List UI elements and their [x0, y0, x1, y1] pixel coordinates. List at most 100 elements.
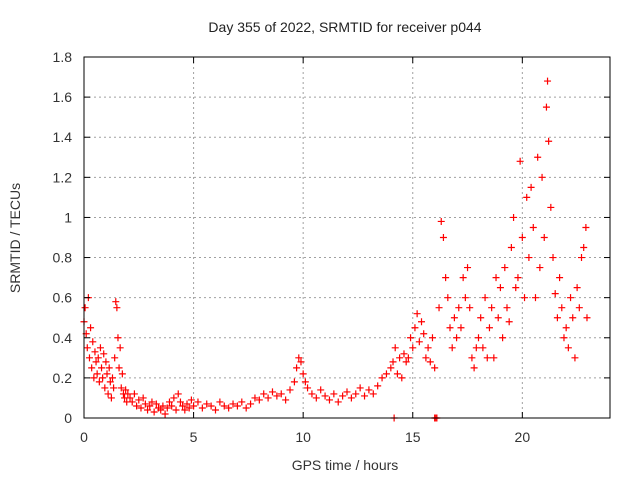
data-point: [529, 223, 537, 231]
data-point: [426, 358, 434, 366]
data-point: [99, 374, 107, 382]
data-point: [260, 390, 268, 398]
data-point: [216, 398, 224, 406]
data-point: [92, 358, 100, 366]
data-point: [317, 386, 325, 394]
data-point: [431, 364, 439, 372]
data-point: [547, 203, 555, 211]
data-point: [402, 358, 410, 366]
data-point: [325, 396, 333, 404]
data-point: [255, 396, 263, 404]
data-point: [352, 390, 360, 398]
data-point: [103, 370, 111, 378]
data-point: [297, 358, 305, 366]
data-point: [347, 394, 355, 402]
data-point: [247, 400, 255, 408]
data-point: [242, 404, 250, 412]
data-point: [95, 378, 103, 386]
data-point: [229, 400, 237, 408]
data-point: [475, 334, 482, 342]
data-point: [174, 390, 182, 398]
data-point: [96, 344, 104, 352]
data-point: [110, 384, 118, 392]
data-point: [453, 334, 461, 342]
data-point: [501, 264, 509, 272]
data-point: [551, 290, 559, 298]
data-point: [94, 354, 102, 362]
data-point: [490, 354, 498, 362]
data-point: [477, 314, 485, 322]
data-point: [190, 402, 198, 410]
data-point: [312, 394, 320, 402]
data-point: [409, 344, 417, 352]
data-point: [168, 402, 176, 410]
data-point: [455, 304, 463, 312]
data-point: [446, 324, 454, 332]
data-point: [398, 374, 406, 382]
data-point: [382, 370, 390, 378]
data-point: [286, 386, 294, 394]
x-tick-label: 5: [190, 429, 198, 445]
data-point: [415, 338, 423, 346]
data-point: [391, 344, 399, 352]
grid-lines: [84, 57, 610, 418]
data-point: [407, 334, 415, 342]
data-point: [157, 406, 165, 414]
data-point: [273, 392, 281, 400]
data-point: [527, 183, 535, 191]
data-point: [225, 404, 233, 412]
data-point: [165, 398, 173, 406]
y-tick-label: 0: [64, 410, 72, 426]
data-point: [356, 384, 364, 392]
data-point: [461, 294, 469, 302]
data-point: [295, 354, 303, 362]
data-point: [187, 396, 195, 404]
data-point: [282, 396, 290, 404]
data-points: [80, 77, 591, 422]
data-point: [564, 344, 572, 352]
data-point: [238, 398, 246, 406]
data-point: [435, 304, 443, 312]
data-point: [575, 304, 583, 312]
data-point: [521, 294, 529, 302]
data-point: [413, 310, 421, 318]
data-point: [437, 217, 445, 225]
data-point: [361, 392, 369, 400]
data-point: [330, 390, 338, 398]
data-point: [176, 398, 184, 406]
y-axis-label: SRMTID / TECUs: [7, 183, 23, 293]
data-point: [545, 137, 553, 145]
data-point: [525, 254, 533, 262]
data-point: [387, 364, 395, 372]
data-point: [194, 398, 202, 406]
data-point: [538, 173, 546, 181]
data-point: [573, 284, 581, 292]
data-point: [464, 264, 472, 272]
data-point: [507, 244, 515, 252]
data-point: [556, 274, 564, 282]
y-tick-label: 1: [64, 209, 72, 225]
data-point: [448, 344, 456, 352]
chart-title: Day 355 of 2022, SRMTID for receiver p04…: [208, 19, 481, 35]
data-point: [128, 398, 136, 406]
data-point: [83, 344, 91, 352]
data-point: [518, 234, 526, 241]
data-point: [578, 254, 586, 262]
data-point: [569, 314, 577, 322]
data-point: [505, 318, 513, 326]
data-point: [472, 344, 480, 352]
data-point: [181, 406, 189, 414]
data-point: [339, 392, 347, 400]
data-point: [470, 364, 478, 372]
data-point: [582, 223, 590, 231]
data-point: [428, 334, 436, 342]
y-tick-label: 1.8: [53, 49, 73, 65]
data-point: [150, 408, 158, 416]
data-point: [343, 388, 351, 396]
data-point: [251, 394, 259, 402]
data-point: [124, 390, 132, 398]
data-point: [404, 354, 412, 362]
data-point: [137, 404, 145, 412]
y-tick-label: 0.2: [53, 370, 73, 386]
data-point: [503, 304, 511, 312]
